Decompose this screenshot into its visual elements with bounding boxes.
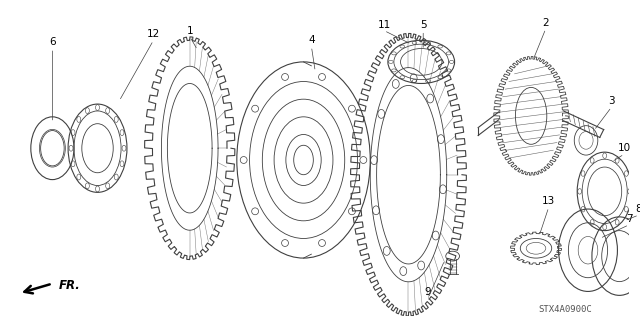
Text: 6: 6 <box>49 37 56 47</box>
Text: 11: 11 <box>378 20 390 30</box>
Text: 10: 10 <box>618 143 631 153</box>
Text: 13: 13 <box>542 196 556 206</box>
Text: 2: 2 <box>543 18 549 28</box>
Text: 9: 9 <box>425 287 431 297</box>
Text: 1: 1 <box>186 26 193 35</box>
Text: FR.: FR. <box>58 279 80 292</box>
Text: 7: 7 <box>626 214 632 224</box>
Text: 3: 3 <box>608 96 615 106</box>
Text: 4: 4 <box>308 35 315 45</box>
Text: 8: 8 <box>636 204 640 214</box>
Text: STX4A0900C: STX4A0900C <box>539 305 592 314</box>
Text: 12: 12 <box>147 29 160 40</box>
Text: 5: 5 <box>420 20 426 30</box>
Ellipse shape <box>446 251 460 261</box>
